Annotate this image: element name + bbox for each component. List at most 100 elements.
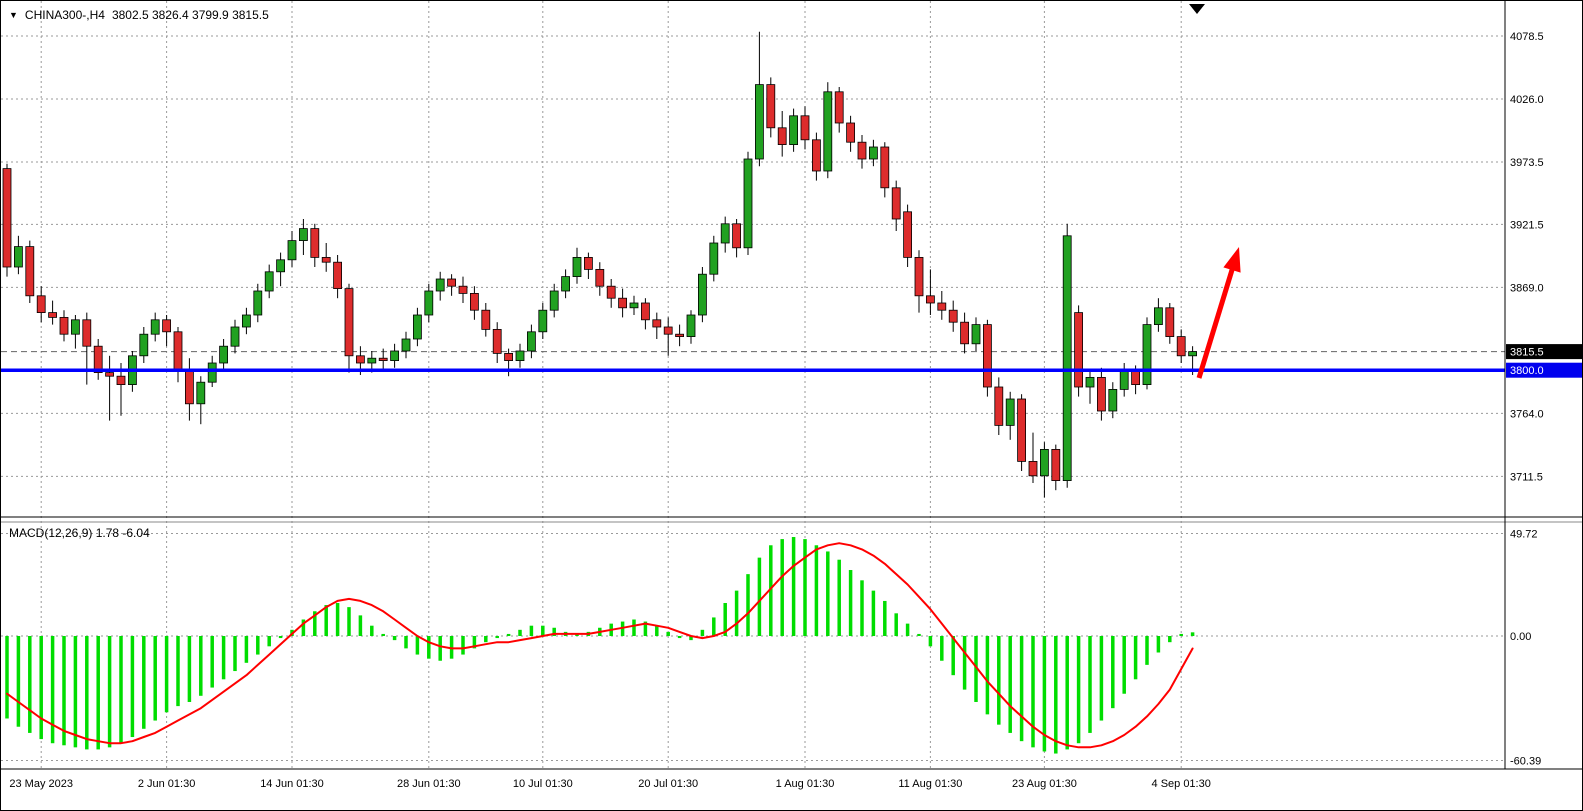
candlestick-down bbox=[800, 115, 810, 141]
macd-axis-label: 49.72 bbox=[1510, 528, 1538, 540]
macd-histogram-bar bbox=[107, 636, 112, 748]
macd-histogram-bar bbox=[734, 590, 739, 636]
price-axis-label: 4078.5 bbox=[1510, 31, 1544, 43]
macd-histogram-bar bbox=[221, 636, 226, 680]
candlestick-down bbox=[1017, 398, 1026, 462]
candlestick-up bbox=[264, 271, 274, 292]
price-axis-label: 3711.5 bbox=[1510, 471, 1543, 483]
macd-histogram-bar bbox=[552, 627, 556, 636]
trend-arrow-head[interactable] bbox=[1223, 247, 1241, 273]
candlestick-up bbox=[720, 223, 730, 244]
macd-histogram-bar bbox=[233, 636, 237, 672]
macd-histogram-bar bbox=[187, 636, 192, 702]
candlestick-down bbox=[333, 261, 343, 290]
candlestick-up bbox=[424, 290, 434, 316]
candlestick-down bbox=[355, 355, 365, 364]
candlestick-down bbox=[618, 297, 627, 309]
macd-histogram-bar bbox=[837, 559, 841, 636]
candlestick-down bbox=[481, 309, 491, 330]
macd-histogram-bar bbox=[164, 636, 169, 713]
time-axis-label: 23 Aug 01:30 bbox=[1012, 778, 1077, 790]
candlestick-down bbox=[663, 326, 673, 335]
price-axis-label: 3973.5 bbox=[1510, 157, 1544, 169]
macd-histogram-bar bbox=[791, 537, 796, 636]
candlestick-up bbox=[196, 381, 206, 405]
macd-histogram-bar bbox=[449, 636, 454, 659]
macd-histogram-bar bbox=[506, 633, 511, 636]
symbol-quote: 3802.5 3826.4 3799.9 3815.5 bbox=[111, 8, 269, 22]
macd-histogram-bar bbox=[780, 539, 784, 636]
candlestick-down bbox=[105, 372, 114, 377]
macd-histogram-bar bbox=[461, 636, 465, 655]
candlestick-up bbox=[789, 115, 798, 146]
candlestick-down bbox=[1176, 336, 1186, 357]
candlestick-down bbox=[93, 345, 103, 374]
macd-histogram-bar bbox=[16, 636, 21, 727]
macd-histogram-bar bbox=[73, 636, 78, 748]
time-axis-label: 10 Jul 01:30 bbox=[513, 778, 573, 790]
time-axis[interactable] bbox=[1, 769, 1583, 811]
macd-histogram-bar bbox=[1122, 636, 1126, 694]
macd-histogram-bar bbox=[472, 636, 477, 649]
macd-histogram-bar bbox=[746, 574, 750, 636]
candlestick-up bbox=[755, 84, 764, 160]
macd-histogram-bar bbox=[1054, 636, 1058, 754]
time-axis-label: 14 Jun 01:30 bbox=[260, 778, 324, 790]
macd-histogram-bar bbox=[142, 636, 146, 729]
candlestick-down bbox=[994, 386, 1004, 426]
candlestick-up bbox=[1005, 398, 1015, 426]
last-price-badge bbox=[1506, 344, 1582, 360]
macd-histogram-bar bbox=[347, 607, 351, 636]
time-axis-label: 1 Aug 01:30 bbox=[776, 778, 835, 790]
macd-histogram-bar bbox=[392, 636, 397, 641]
price-axis-label: 4026.0 bbox=[1510, 94, 1544, 106]
macd-axis-label: 0.00 bbox=[1510, 631, 1531, 643]
candlestick-down bbox=[641, 302, 650, 321]
candlestick-down bbox=[960, 321, 969, 345]
macd-histogram-bar bbox=[962, 636, 967, 690]
macd-histogram-bar bbox=[1133, 636, 1138, 680]
macd-histogram-bar bbox=[176, 636, 180, 707]
candlestick-down bbox=[378, 357, 388, 362]
candlestick-down bbox=[310, 228, 320, 258]
candlestick-up bbox=[515, 350, 525, 361]
macd-panel-area[interactable] bbox=[1, 522, 1505, 769]
macd-histogram-bar bbox=[28, 636, 32, 733]
candlestick-down bbox=[504, 352, 514, 361]
price-axis[interactable] bbox=[1505, 1, 1583, 769]
macd-histogram-bar bbox=[62, 636, 66, 746]
macd-histogram-bar bbox=[712, 617, 716, 636]
candlestick-down bbox=[834, 91, 844, 124]
macd-histogram-bar bbox=[119, 636, 123, 744]
candlestick-down bbox=[652, 319, 662, 328]
macd-histogram-bar bbox=[1145, 636, 1149, 665]
main-chart-area[interactable] bbox=[1, 1, 1505, 516]
macd-histogram-bar bbox=[5, 636, 9, 719]
candlestick-down bbox=[732, 223, 741, 249]
macd-histogram-bar bbox=[700, 629, 705, 636]
candlestick-up bbox=[629, 302, 639, 309]
candlestick-down bbox=[1051, 448, 1061, 481]
macd-histogram-bar bbox=[50, 636, 55, 744]
macd-histogram-bar bbox=[130, 636, 135, 738]
macd-histogram-bar bbox=[871, 590, 876, 636]
macd-histogram-bar bbox=[427, 636, 431, 659]
macd-histogram-bar bbox=[1019, 636, 1024, 742]
price-axis-label: 3764.0 bbox=[1510, 408, 1544, 420]
candlestick-up bbox=[412, 314, 422, 340]
candlestick-down bbox=[344, 288, 354, 357]
macd-histogram-bar bbox=[370, 625, 374, 636]
candlestick-up bbox=[709, 242, 719, 275]
time-axis-label: 28 Jun 01:30 bbox=[397, 778, 461, 790]
chart-shift-marker bbox=[1189, 4, 1205, 14]
macd-histogram-bar bbox=[883, 600, 887, 636]
macd-histogram-bar bbox=[643, 621, 648, 636]
trend-arrow-shaft[interactable] bbox=[1196, 259, 1238, 379]
candlestick-up bbox=[1108, 388, 1118, 412]
candlestick-down bbox=[1097, 376, 1106, 412]
candlestick-up bbox=[207, 362, 217, 383]
candlestick-up bbox=[150, 319, 160, 335]
candlestick-up bbox=[1040, 448, 1049, 477]
macd-histogram-bar bbox=[1088, 636, 1092, 733]
